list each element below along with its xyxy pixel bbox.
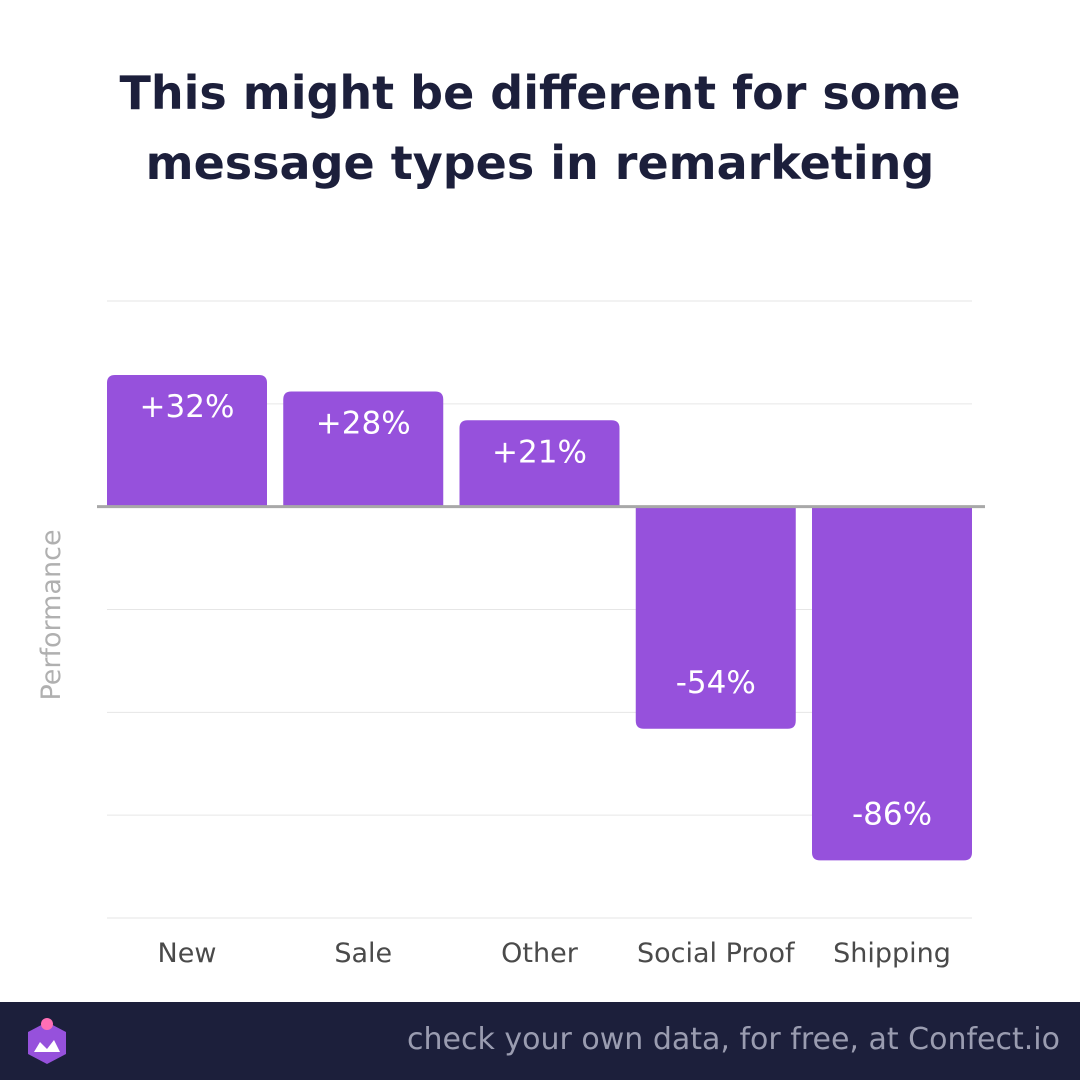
- bar-shipping: [812, 506, 972, 861]
- footer-text: check your own data, for free, at Confec…: [407, 1022, 1060, 1057]
- bar-social-proof: [635, 506, 796, 729]
- bar-other: [459, 420, 620, 507]
- bar-sale: [283, 391, 444, 507]
- chart-title: This might be different for some message…: [90, 58, 990, 198]
- chart-title-line-2: message types in remarketing: [145, 136, 935, 190]
- x-tick-label: Other: [501, 938, 579, 969]
- y-axis-label: Performance: [36, 529, 67, 700]
- bar-new: [107, 375, 267, 507]
- data-label: -86%: [852, 796, 932, 832]
- x-tick-label: New: [158, 938, 217, 969]
- data-label: -54%: [676, 665, 756, 701]
- confect-logo-icon: [28, 1018, 66, 1064]
- data-label: +21%: [492, 434, 587, 470]
- x-tick-label: Sale: [334, 938, 392, 969]
- footer-bar: check your own data, for free, at Confec…: [0, 1002, 1080, 1080]
- bar-chart: +32% New +28% Sale +21% Other -54% Social Proof…: [36, 300, 985, 969]
- x-tick-label: Shipping: [833, 938, 951, 969]
- x-tick-label: Social Proof: [637, 938, 796, 969]
- data-label: +28%: [316, 405, 411, 441]
- chart-title-line-1: This might be different for some: [119, 66, 961, 120]
- data-label: +32%: [140, 389, 235, 425]
